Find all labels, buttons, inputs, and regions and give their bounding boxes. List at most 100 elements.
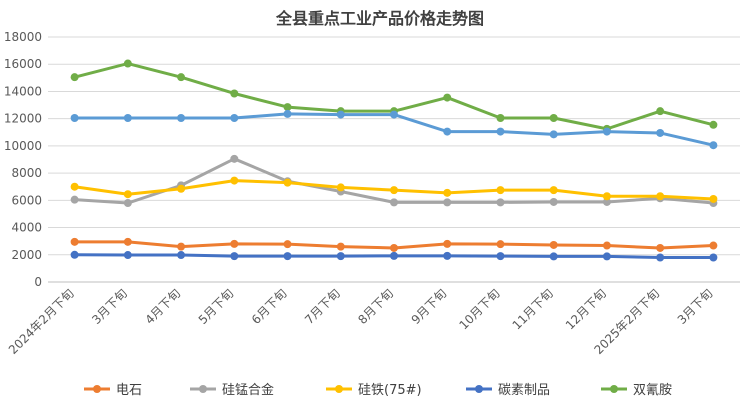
data-point [230, 154, 239, 163]
data-point [177, 73, 186, 82]
legend-item: 硅锰合金 [190, 382, 274, 398]
data-point [496, 240, 505, 249]
data-point [123, 59, 132, 68]
data-point [390, 243, 398, 252]
x-tick-label: 3月下旬 [89, 286, 130, 327]
data-point [230, 252, 239, 261]
data-point [709, 141, 718, 150]
data-point [602, 192, 611, 201]
chart-title: 全县重点工业产品价格走势图 [275, 9, 484, 28]
data-point [656, 128, 665, 137]
y-tick-label: 2000 [11, 248, 42, 262]
data-point [549, 197, 558, 206]
x-tick-label: 9月下旬 [409, 286, 450, 327]
data-point [177, 113, 186, 122]
data-point [549, 130, 558, 139]
data-point [230, 113, 239, 122]
data-point [602, 252, 611, 261]
legend-swatch-marker [610, 385, 618, 393]
data-point [443, 188, 452, 197]
series-0 [70, 237, 718, 252]
legend-item: 电石 [84, 383, 142, 398]
data-point [549, 252, 558, 261]
data-point [656, 192, 665, 201]
y-tick-label: 8000 [11, 166, 42, 180]
data-point [549, 113, 558, 122]
data-point [123, 237, 132, 246]
data-point [709, 253, 718, 262]
series-layer [70, 59, 718, 262]
data-point [70, 182, 79, 191]
legend-swatch-marker [475, 385, 483, 393]
data-point [336, 252, 345, 261]
data-point [230, 89, 239, 98]
data-point [496, 198, 505, 207]
data-point [283, 240, 292, 249]
x-tick-label: 5月下旬 [196, 286, 237, 327]
data-point [709, 194, 718, 203]
x-tick-label: 8月下旬 [355, 286, 396, 327]
legend-swatch-marker [199, 385, 207, 393]
data-point [123, 113, 132, 122]
data-point [336, 110, 345, 119]
legend-label: 碳素制品 [498, 383, 550, 398]
legend-label: 双氰胺 [633, 382, 672, 398]
data-point [123, 251, 132, 260]
legend-label: 电石 [116, 383, 142, 398]
x-axis-tick-labels: 2024年2月下旬 3月下旬 4月下旬 5月下旬 6月下旬 7月下旬 8月下旬 9月下旬 10月… [6, 286, 716, 357]
data-point [70, 73, 79, 82]
x-tick-label: 4月下旬 [142, 286, 183, 327]
data-point [70, 113, 79, 122]
y-tick-label: 16000 [4, 57, 42, 71]
y-tick-label: 4000 [11, 221, 42, 235]
x-tick-label: 11月下旬 [510, 286, 556, 332]
data-point [549, 186, 558, 195]
data-point [283, 103, 292, 112]
legend-item: 碳素制品 [466, 383, 550, 398]
data-point [443, 93, 452, 102]
legend-swatch-marker [93, 385, 101, 393]
y-tick-label: 10000 [4, 139, 42, 153]
data-point [230, 176, 239, 185]
data-point [70, 195, 79, 204]
y-tick-label: 12000 [4, 112, 42, 126]
series-1 [70, 154, 718, 208]
data-point [496, 252, 505, 261]
data-point [602, 197, 611, 206]
y-tick-label: 18000 [4, 30, 42, 44]
x-tick-label: 7月下旬 [302, 286, 343, 327]
data-point [443, 251, 452, 260]
x-tick-label: 2024年2月下旬 [6, 286, 77, 357]
data-point [177, 184, 186, 193]
x-tick-label: 3月下旬 [675, 286, 716, 327]
series-2 [70, 176, 718, 203]
x-tick-label: 6月下旬 [249, 286, 290, 327]
legend-label: 硅铁(75#) [358, 383, 422, 398]
data-point [336, 242, 345, 251]
legend-item: 硅铁(75#) [326, 383, 422, 398]
data-point [709, 241, 718, 250]
legend: 电石 硅锰合金 硅铁(75#) 碳素制品 双氰胺 [84, 382, 672, 398]
data-point [390, 198, 398, 207]
y-tick-label: 0 [34, 275, 42, 289]
data-point [443, 127, 452, 136]
y-tick-label: 14000 [4, 84, 42, 98]
legend-swatch-marker [335, 385, 343, 393]
y-axis-tick-labels: 0 2000 4000 6000 8000 10000 12000 14000 16000 180… [4, 30, 42, 289]
legend-item: 双氰胺 [601, 382, 672, 398]
data-point [496, 113, 505, 122]
data-point [177, 251, 186, 260]
x-tick-label: 12月下旬 [563, 286, 609, 332]
data-point [390, 186, 398, 195]
data-point [496, 186, 505, 195]
data-point [283, 109, 292, 118]
data-point [283, 178, 292, 187]
data-point [602, 241, 611, 250]
data-point [656, 107, 665, 116]
data-point [283, 252, 292, 261]
data-point [390, 251, 398, 260]
data-point [496, 127, 505, 136]
series-3 [70, 250, 718, 262]
data-point [70, 250, 79, 259]
data-point [656, 253, 665, 262]
